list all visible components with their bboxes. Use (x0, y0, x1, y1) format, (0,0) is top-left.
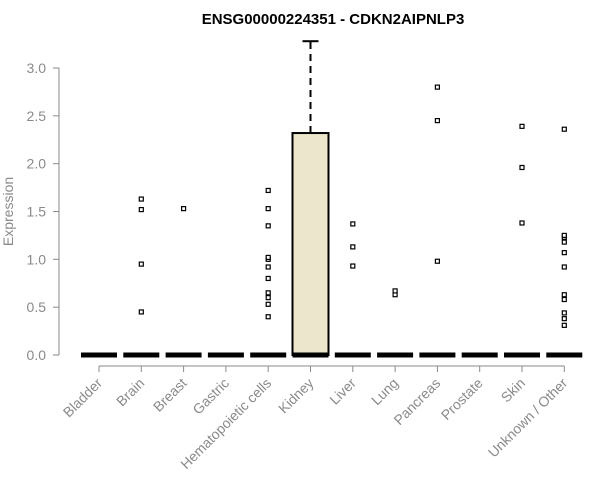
y-tick-label: 2.5 (27, 108, 47, 124)
x-category-label: Pancreas (390, 375, 443, 428)
outlier-point (561, 296, 567, 303)
y-axis-label: Expression (0, 177, 16, 246)
x-category-label: Skin (498, 375, 529, 406)
outlier-point (561, 239, 567, 245)
outlier-point (138, 261, 144, 267)
x-category-label: Unknown / Other (485, 375, 571, 461)
box-skin (504, 123, 540, 358)
outlier-point (350, 221, 356, 227)
outlier-point (519, 164, 525, 171)
outlier-point (265, 254, 271, 261)
y-tick-label: 2.0 (27, 156, 47, 172)
x-category-label: Liver (326, 375, 359, 408)
outlier-point (265, 187, 271, 194)
x-category-label: Breast (150, 375, 190, 415)
outlier-point (434, 118, 440, 124)
x-category-label: Brain (113, 375, 147, 409)
outlier-point (561, 322, 567, 328)
outlier-point (265, 206, 271, 212)
outlier-point (181, 206, 187, 212)
box-lung (377, 288, 414, 358)
box-brain (123, 196, 160, 358)
outlier-point (561, 316, 567, 322)
outlier-point (561, 250, 567, 256)
outlier-point (138, 309, 144, 315)
x-category-label: Kidney (275, 375, 317, 417)
y-tick-label: 0.0 (27, 347, 47, 363)
outlier-point (265, 290, 271, 296)
outlier-point (265, 264, 271, 270)
y-tick-label: 3.0 (27, 60, 47, 76)
chart-title: ENSG00000224351 - CDKN2AIPNLP3 (202, 11, 465, 28)
outlier-point (392, 288, 398, 294)
outlier-point (265, 223, 271, 229)
y-tick-label: 0.5 (27, 299, 47, 315)
outlier-point (561, 292, 567, 298)
outlier-point (350, 244, 356, 250)
outlier-point (519, 220, 525, 226)
box-hematopoietic-cells (250, 187, 287, 358)
y-axis: 0.0 0.5 1.0 1.5 2.0 2.5 3.0 (27, 60, 60, 363)
box-group (81, 40, 583, 358)
outlier-point (265, 294, 271, 301)
box-body (291, 132, 330, 356)
outlier-point (138, 206, 144, 213)
outlier-point (561, 264, 567, 270)
outlier-point (350, 263, 356, 269)
outlier-point (561, 232, 567, 239)
box-unknown-other (546, 126, 583, 358)
outlier-point (561, 310, 567, 316)
y-tick-label: 1.0 (27, 251, 47, 267)
box-breast (165, 206, 202, 358)
outlier-point (519, 123, 525, 129)
outlier-point (138, 196, 144, 202)
box-pancreas (419, 84, 456, 358)
y-tick-label: 1.5 (27, 203, 47, 219)
outlier-point (265, 275, 271, 282)
x-category-label: Bladder (60, 375, 106, 421)
box-kidney (291, 40, 330, 358)
outlier-point (434, 84, 440, 90)
outlier-point (265, 314, 271, 320)
x-category-label: Prostate (438, 375, 486, 423)
outlier-point (265, 301, 271, 307)
outlier-point (434, 258, 440, 264)
outlier-point (561, 126, 567, 132)
box-liver (334, 221, 371, 358)
x-category-label: Lung (368, 375, 401, 408)
